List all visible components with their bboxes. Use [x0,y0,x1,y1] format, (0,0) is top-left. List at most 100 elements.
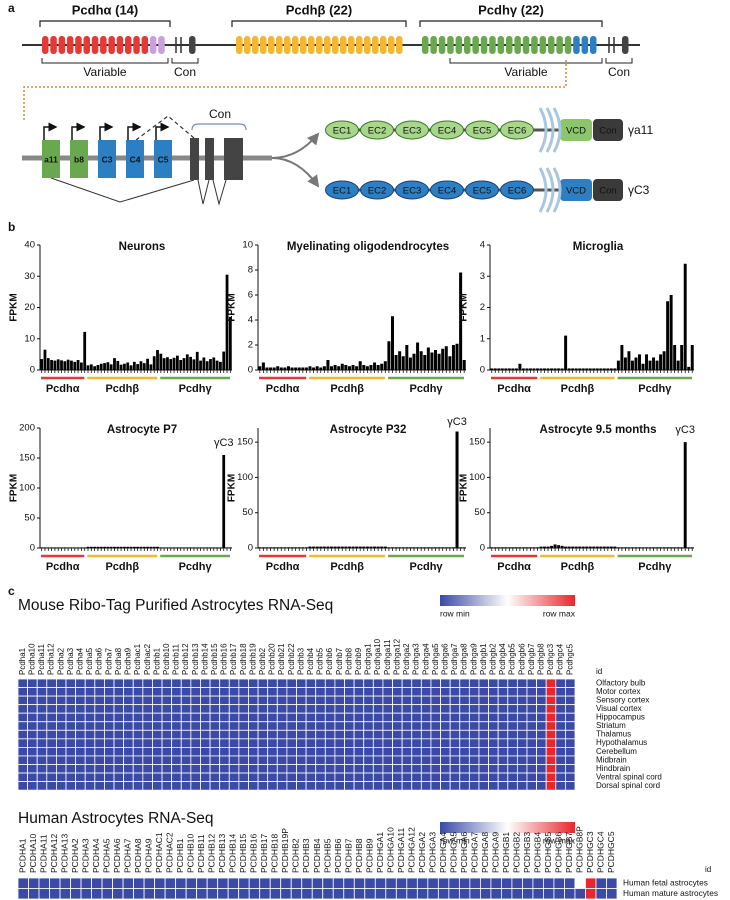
heatmap-cell [248,747,259,757]
domain-label: EC3 [403,186,421,197]
bar [504,547,508,548]
ec-domain [430,180,464,200]
bar [132,546,136,548]
heatmap-cell [555,764,566,774]
heatmap-cell [27,755,38,765]
group-label: Pcdhα [46,561,80,573]
y-tick-label: 0 [248,543,253,554]
heatmap-cell [449,678,461,688]
exon [380,36,387,54]
heatmap-cell [209,721,221,731]
heatmap-cell [459,781,470,791]
heatmap-cell [296,721,307,731]
exon [422,36,429,54]
y-tick-label: 200 [19,423,35,434]
heatmap-cell [238,781,249,791]
y-tick-label: 30 [24,271,35,282]
heatmap-cell [267,695,278,706]
bar [358,361,362,370]
bar [172,357,176,370]
column-label: PCDHGB7 [564,832,574,873]
bar [330,366,334,370]
bar [511,547,515,548]
bar [202,547,206,548]
heatmap-cell [430,721,441,731]
heatmap-cell [507,729,518,740]
column-label: Pcdhga7 [450,643,459,675]
bar [638,354,641,370]
con-domain [593,179,623,201]
row-label: Human mature astrocytes [623,888,718,898]
heatmap-cell [46,772,57,782]
heatmap-cell [84,695,96,706]
heatmap-cell [324,687,336,697]
heatmap-cell [296,772,307,782]
bar [261,547,265,548]
heatmap-cell [219,772,230,782]
heatmap-cell [420,755,432,765]
heatmap-cell [228,704,240,714]
bar [602,546,606,548]
heatmap-cell [420,712,432,723]
bar [146,358,149,370]
heatmap-cell [296,729,307,740]
bar [518,363,522,370]
heatmap-cell [449,712,461,723]
heatmap-cell [209,747,221,757]
heatmap-cell [259,888,271,900]
heatmap-cell [363,738,374,748]
heatmap-cell [17,764,29,774]
column-label: PCDHAC2 [165,832,175,873]
heatmap-cell [595,888,607,900]
bar [423,547,427,548]
heatmap-cell [276,695,288,706]
heatmap-cell [364,888,376,900]
heatmap-cell [206,877,219,889]
bar [179,360,183,370]
domain-label: Con [599,186,616,197]
bar [212,357,216,370]
heatmap-cell [248,721,259,731]
column-label: Pcdhgb6 [517,643,526,675]
heatmap-cell [248,695,259,706]
bar [550,368,554,370]
bar [676,360,680,370]
bar [574,546,578,548]
heatmap-cell [161,678,173,688]
heatmap-cell [228,729,240,740]
region-label: Variable [83,65,126,79]
bar [156,546,159,548]
group-label: Pcdhα [266,561,300,573]
heatmap-cell [497,729,509,740]
heatmap-cell [27,781,38,791]
column-label: PCDHGA6 [459,832,469,873]
bar [123,363,126,370]
heatmap-cell [190,712,201,723]
heatmap-cell [27,772,38,782]
domain-label: EC2 [368,126,386,137]
heatmap-cell [411,738,422,748]
heatmap-cell [296,781,307,791]
heatmap-cell [228,687,240,697]
heatmap-cell [38,877,50,889]
bar [162,547,166,548]
heatmap-cell [334,729,345,740]
column-label: PCDHGA12 [406,827,416,873]
heatmap-cell [401,704,413,714]
heatmap-cell [248,772,259,782]
domain-label: EC6 [508,186,526,197]
bar [500,547,504,548]
bar [344,546,348,548]
column-label: Pcdhgb2 [488,643,497,675]
heatmap-cell [430,704,441,714]
bar [265,367,269,370]
column-label: Pcdha5 [85,647,94,675]
heatmap-cell [104,755,115,765]
heatmap-cell [209,772,221,782]
heatmap-cell [152,712,163,723]
heatmap-cell [522,888,534,900]
heatmap-cell [536,704,547,714]
bar [630,360,634,370]
heatmap-cell [228,781,240,791]
heatmap-cell [132,729,144,740]
